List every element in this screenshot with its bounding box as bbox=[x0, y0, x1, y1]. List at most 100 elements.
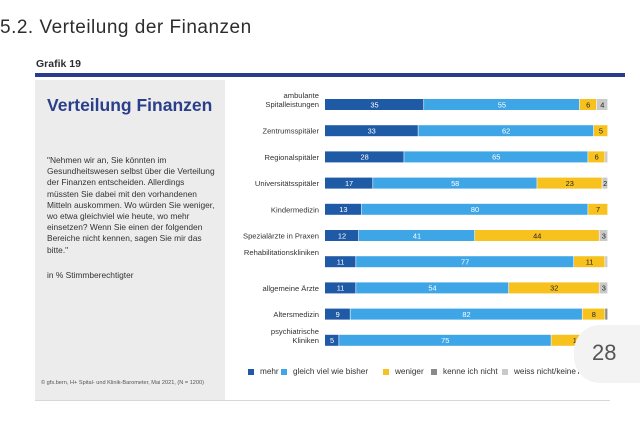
category-label: Zentrumsspitäler bbox=[262, 127, 319, 136]
category-label: Kindermedizin bbox=[271, 205, 319, 214]
panel-title: Verteilung Finanzen bbox=[47, 95, 213, 115]
bar-segment-mehr bbox=[325, 334, 339, 346]
bar-segment-gleich bbox=[339, 334, 551, 346]
bar-value-label: 28 bbox=[361, 153, 369, 162]
bar-segment-gleich bbox=[373, 177, 537, 189]
bar-segment-mehr bbox=[325, 282, 356, 294]
bar-value-label: 33 bbox=[368, 127, 376, 136]
unit-note: in % Stimmberechtigter bbox=[47, 270, 134, 280]
left-info-panel: Verteilung Finanzen "Nehmen wir an, Sie … bbox=[35, 80, 225, 400]
bar-segment-weiss_nicht bbox=[596, 99, 608, 110]
bar-segment-gleich bbox=[404, 151, 588, 163]
category-label: psychiatrische Kliniken bbox=[271, 327, 319, 345]
category-label: allgemeine Ärzte bbox=[262, 284, 319, 293]
legend-swatch bbox=[281, 368, 287, 375]
bar-segment-weniger bbox=[537, 177, 602, 189]
chart-legend: mehr gleich viel wie bisher weniger kenne i… bbox=[225, 367, 610, 383]
bar-segment-weiss_nicht bbox=[605, 256, 608, 268]
bar-value-label: 77 bbox=[461, 258, 469, 267]
bar-segment-gleich bbox=[350, 308, 582, 320]
bar-segment-weiss_nicht bbox=[599, 282, 608, 294]
bar-segment-weniger bbox=[582, 308, 605, 320]
category-label: Spezialärzte in Praxen bbox=[243, 232, 319, 241]
stacked-bar-chart: ambulante Spitalleistungen 35 55 6 4 Zentrumss… bbox=[225, 80, 610, 400]
bar-value-label: 2 bbox=[603, 179, 607, 188]
bar-value-label: 41 bbox=[413, 231, 421, 240]
bar-segment-gleich bbox=[424, 99, 580, 110]
bar-value-label: 13 bbox=[339, 205, 347, 214]
bar-segment-weniger bbox=[588, 151, 605, 163]
bar-value-label: 3 bbox=[602, 284, 606, 293]
bar-segment-gleich bbox=[358, 230, 475, 241]
bar-segment-weniger bbox=[474, 230, 599, 241]
bar-value-label: 65 bbox=[492, 153, 500, 162]
bar-segment-weiss_nicht bbox=[599, 230, 608, 241]
bar-segment-weiss_nicht bbox=[605, 151, 608, 163]
bar-value-label: 44 bbox=[533, 231, 541, 240]
legend-swatch bbox=[431, 368, 437, 375]
bar-segment-weniger bbox=[588, 203, 608, 215]
legend-item: mehr bbox=[248, 367, 279, 376]
bar-segment-weniger bbox=[508, 282, 599, 294]
bar-value-label: 6 bbox=[586, 100, 590, 109]
category-label: Universitätsspitäler bbox=[255, 179, 320, 188]
category-label: Regionalspitäler bbox=[265, 153, 320, 162]
source-note: © gfs.bern, H+ Spital- und Klinik-Barome… bbox=[41, 380, 204, 386]
legend-item: weiss nicht/keine Antwort bbox=[502, 367, 605, 376]
bar-segment-mehr bbox=[325, 203, 362, 215]
survey-question: "Nehmen wir an, Sie könnten im Gesundhei… bbox=[47, 155, 215, 255]
bar-segment-kenne_nicht bbox=[605, 308, 608, 320]
bar-segment-weniger bbox=[593, 125, 608, 137]
bar-segment-weniger bbox=[574, 256, 605, 268]
grafik-label: Grafik 19 bbox=[36, 58, 81, 70]
bar-value-label: 32 bbox=[550, 284, 558, 293]
bar-value-label: 5 bbox=[330, 336, 334, 345]
bar-value-label: 8 bbox=[592, 310, 596, 319]
legend-label: kenne ich nicht bbox=[443, 367, 498, 376]
legend-label: mehr bbox=[260, 367, 279, 376]
bar-value-label: 4 bbox=[600, 100, 604, 109]
bar-value-label: 23 bbox=[566, 179, 574, 188]
legend-item: weniger bbox=[383, 367, 424, 376]
page-number-badge: 28 bbox=[574, 325, 640, 383]
bar-value-label: 75 bbox=[441, 336, 449, 345]
bar-segment-mehr bbox=[325, 230, 359, 241]
bar-segment-mehr bbox=[325, 256, 356, 268]
bar-segment-mehr bbox=[325, 308, 350, 320]
bar-segment-mehr bbox=[325, 151, 404, 163]
section-title: 5.2. Verteilung der Finanzen bbox=[0, 17, 252, 38]
bar-value-label: 58 bbox=[451, 179, 459, 188]
bar-value-label: 35 bbox=[370, 100, 378, 109]
bar-value-label: 11 bbox=[337, 258, 345, 267]
bar-value-label: 55 bbox=[498, 100, 506, 109]
bar-segment-weniger bbox=[579, 99, 597, 110]
bar-segment-mehr bbox=[325, 99, 424, 110]
bar-value-label: 12 bbox=[338, 231, 346, 240]
bar-value-label: 9 bbox=[336, 310, 340, 319]
bar-segment-gleich bbox=[356, 256, 574, 268]
bar-value-label: 5 bbox=[599, 127, 603, 136]
bar-value-label: 17 bbox=[345, 179, 353, 188]
category-label: Rehabilitationskliniken bbox=[244, 248, 319, 257]
category-label: Altersmedizin bbox=[273, 310, 319, 319]
legend-item: gleich viel wie bisher bbox=[281, 367, 368, 376]
bar-segment-gleich bbox=[361, 203, 588, 215]
bar-segment-gleich bbox=[356, 282, 509, 294]
bottom-rule bbox=[35, 400, 610, 401]
bar-segment-weiss_nicht bbox=[602, 177, 608, 189]
legend-swatch bbox=[383, 368, 389, 375]
bar-value-label: 80 bbox=[471, 205, 479, 214]
bar-segment-mehr bbox=[325, 125, 418, 137]
bar-segment-gleich bbox=[418, 125, 594, 137]
category-label: ambulante Spitalleistungen bbox=[265, 91, 319, 109]
chart-svg: ambulante Spitalleistungen 35 55 6 4Zentrumss… bbox=[243, 91, 608, 346]
bar-segment-mehr bbox=[325, 177, 373, 189]
bar-value-label: 6 bbox=[595, 153, 599, 162]
bar-value-label: 3 bbox=[602, 231, 606, 240]
page-number: 28 bbox=[592, 340, 617, 365]
bar-value-label: 82 bbox=[462, 310, 470, 319]
legend-label: weniger bbox=[395, 367, 424, 376]
header-rule bbox=[35, 73, 625, 77]
legend-label: gleich viel wie bisher bbox=[293, 367, 369, 376]
bar-value-label: 54 bbox=[428, 284, 436, 293]
